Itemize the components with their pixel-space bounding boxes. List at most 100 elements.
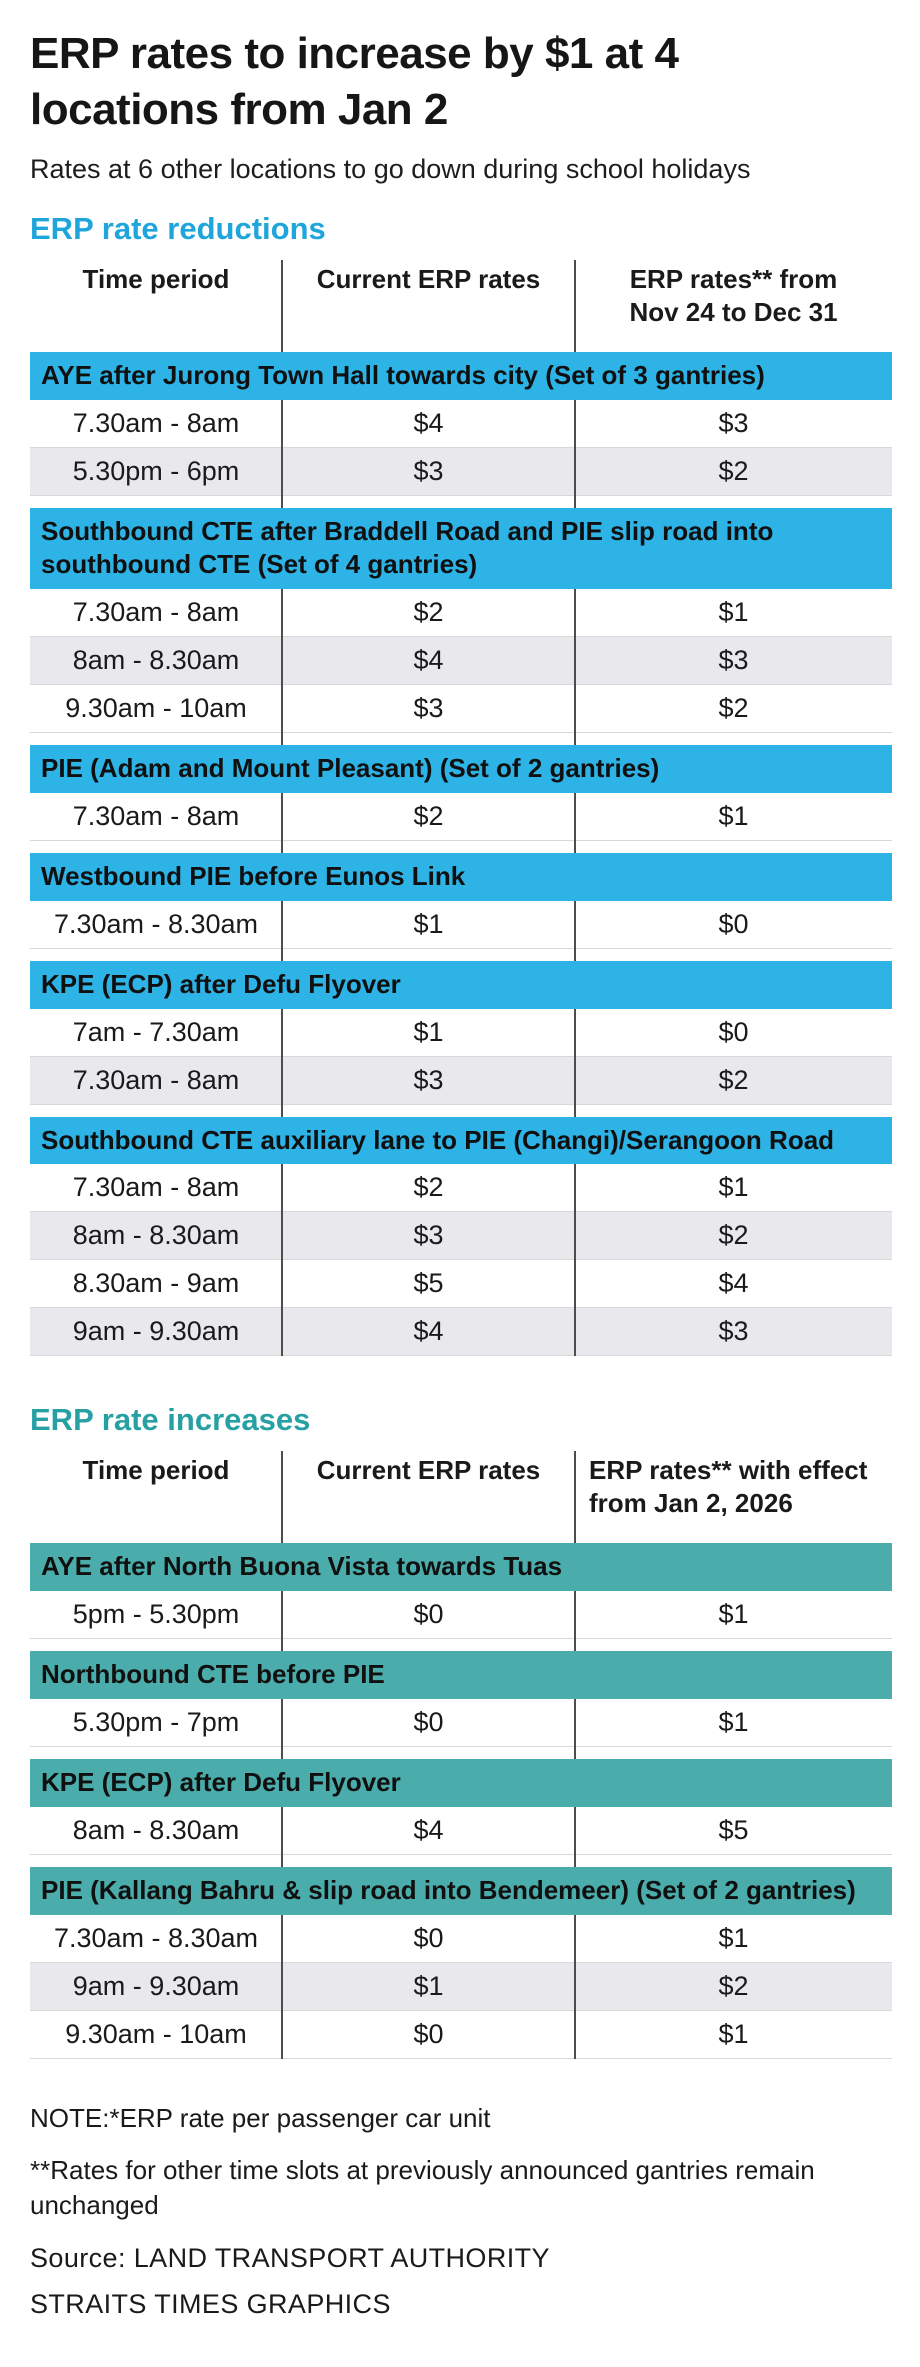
rate-row: 8am - 8.30am $4 $3 [30, 637, 892, 686]
cell-new: $1 [718, 800, 749, 831]
cell-time: 7.30am - 8am [72, 597, 240, 628]
reductions-heading: ERP rate reductions [30, 210, 326, 246]
column-header-time: Time period [82, 263, 230, 294]
cell-current: $4 [413, 1814, 444, 1845]
increases-column-headers: Time period Current ERP rates ERP rates** … [30, 1451, 892, 1531]
cell-new: $1 [718, 1706, 749, 1737]
cell-time: 8am - 8.30am [72, 1814, 240, 1845]
rate-row: 5.30pm - 6pm $3 $2 [30, 447, 892, 496]
cell-current: $4 [413, 1316, 444, 1347]
footnotes-block: NOTE:*ERP rate per passenger car unit **… [30, 2101, 892, 2323]
page-subtitle: Rates at 6 other locations to go down du… [30, 153, 751, 184]
rate-row: 9am - 9.30am $4 $3 [30, 1308, 892, 1357]
rate-row: 9am - 9.30am $1 $2 [30, 1962, 892, 2011]
column-header-new: ERP rates** with effect from Jan 2, 2026 [589, 1455, 868, 1519]
cell-new: $2 [718, 1970, 749, 2001]
column-header-time: Time period [82, 1455, 230, 1486]
column-divider-1 [281, 259, 283, 1357]
column-header-new: ERP rates** from Nov 24 to Dec 31 [629, 263, 838, 327]
cell-current: $4 [413, 407, 444, 438]
rate-row: 7.30am - 8am $3 $2 [30, 1056, 892, 1105]
cell-current: $0 [413, 1922, 444, 1953]
footnote-passenger-car-unit: NOTE:*ERP rate per passenger car unit [30, 2102, 491, 2133]
location-header: AYE after North Buona Vista towards Tuas [30, 1543, 892, 1592]
column-divider-1 [281, 1451, 283, 2059]
rate-row: 9.30am - 10am $0 $1 [30, 2011, 892, 2059]
cell-current: $2 [413, 800, 444, 831]
cell-current: $3 [413, 455, 444, 486]
location-header: Southbound CTE auxiliary lane to PIE (Ch… [30, 1116, 892, 1165]
credit-line: STRAITS TIMES GRAPHICS [30, 2289, 391, 2320]
cell-time: 7.30am - 8.30am [53, 908, 259, 939]
cell-time: 5.30pm - 6pm [72, 455, 240, 486]
cell-time: 7.30am - 8am [72, 1172, 240, 1203]
cell-current: $1 [413, 1016, 444, 1047]
cell-time: 7.30am - 8.30am [53, 1922, 259, 1953]
column-header-current: Current ERP rates [316, 263, 541, 294]
increases-section: ERP rate increases Time period Current ERP… [30, 1402, 892, 2059]
cell-time: 9am - 9.30am [72, 1316, 240, 1347]
cell-new: $1 [718, 2018, 749, 2049]
cell-new: $5 [718, 1814, 749, 1845]
cell-new: $3 [718, 407, 749, 438]
cell-current: $1 [413, 908, 444, 939]
cell-time: 8.30am - 9am [72, 1268, 240, 1299]
rate-row: 9.30am - 10am $3 $2 [30, 685, 892, 734]
cell-new: $3 [718, 645, 749, 676]
cell-new: $2 [718, 1220, 749, 1251]
cell-time: 9.30am - 10am [65, 2018, 247, 2049]
rate-row: 5pm - 5.30pm $0 $1 [30, 1591, 892, 1640]
cell-new: $3 [718, 1316, 749, 1347]
reductions-column-headers: Time period Current ERP rates ERP rates** … [30, 260, 892, 340]
rate-row: 7.30am - 8am $2 $1 [30, 793, 892, 841]
cell-current: $3 [413, 1064, 444, 1095]
rate-row: 7.30am - 8am $2 $1 [30, 589, 892, 638]
cell-time: 7.30am - 8am [72, 407, 240, 438]
increases-table: Time period Current ERP rates ERP rates** … [30, 1451, 892, 2059]
cell-current: $0 [413, 1706, 444, 1737]
cell-time: 8am - 8.30am [72, 645, 240, 676]
location-header: Southbound CTE after Braddell Road and P… [30, 507, 892, 590]
column-divider-2 [574, 1451, 576, 2059]
cell-current: $4 [413, 645, 444, 676]
cell-time: 7.30am - 8am [72, 800, 240, 831]
rate-row: 5.30pm - 7pm $0 $1 [30, 1699, 892, 1747]
cell-current: $3 [413, 693, 444, 724]
cell-time: 9.30am - 10am [65, 693, 247, 724]
tables-container: ERP rate reductions Time period Current ER… [30, 211, 892, 2059]
cell-time: 8am - 8.30am [72, 1220, 240, 1251]
cell-current: $2 [413, 1172, 444, 1203]
rate-row: 7.30am - 8.30am $1 $0 [30, 901, 892, 949]
rate-row: 7.30am - 8.30am $0 $1 [30, 1915, 892, 1963]
cell-time: 7.30am - 8am [72, 1064, 240, 1095]
rate-row: 7.30am - 8am $4 $3 [30, 400, 892, 448]
cell-new: $2 [718, 1064, 749, 1095]
cell-new: $4 [718, 1268, 749, 1299]
cell-current: $5 [413, 1268, 444, 1299]
cell-new: $1 [718, 1922, 749, 1953]
cell-time: 9am - 9.30am [72, 1970, 240, 2001]
increases-heading: ERP rate increases [30, 1402, 311, 1438]
rate-row: 8.30am - 9am $5 $4 [30, 1260, 892, 1309]
cell-current: $2 [413, 597, 444, 628]
cell-current: $1 [413, 1970, 444, 2001]
rate-row: 8am - 8.30am $3 $2 [30, 1212, 892, 1261]
cell-new: $1 [718, 597, 749, 628]
column-divider-2 [574, 259, 576, 1357]
cell-new: $0 [718, 1016, 749, 1047]
column-header-current: Current ERP rates [316, 1455, 541, 1486]
cell-new: $1 [718, 1172, 749, 1203]
erp-rates-infographic: ERP rates to increase by $1 at 4 locatio… [30, 26, 892, 2323]
rate-row: 8am - 8.30am $4 $5 [30, 1807, 892, 1855]
cell-new: $0 [718, 908, 749, 939]
reductions-table: Time period Current ERP rates ERP rates** … [30, 259, 892, 1357]
location-header: KPE (ECP) after Defu Flyover [30, 960, 892, 1009]
location-header: AYE after Jurong Town Hall towards city … [30, 351, 892, 400]
cell-current: $0 [413, 2018, 444, 2049]
cell-current: $3 [413, 1220, 444, 1251]
cell-current: $0 [413, 1599, 444, 1630]
location-header: PIE (Adam and Mount Pleasant) (Set of 2 … [30, 745, 892, 793]
location-header: PIE (Kallang Bahru & slip road into Bend… [30, 1866, 892, 1915]
rate-row: 7.30am - 8am $2 $1 [30, 1164, 892, 1213]
cell-new: $2 [718, 693, 749, 724]
